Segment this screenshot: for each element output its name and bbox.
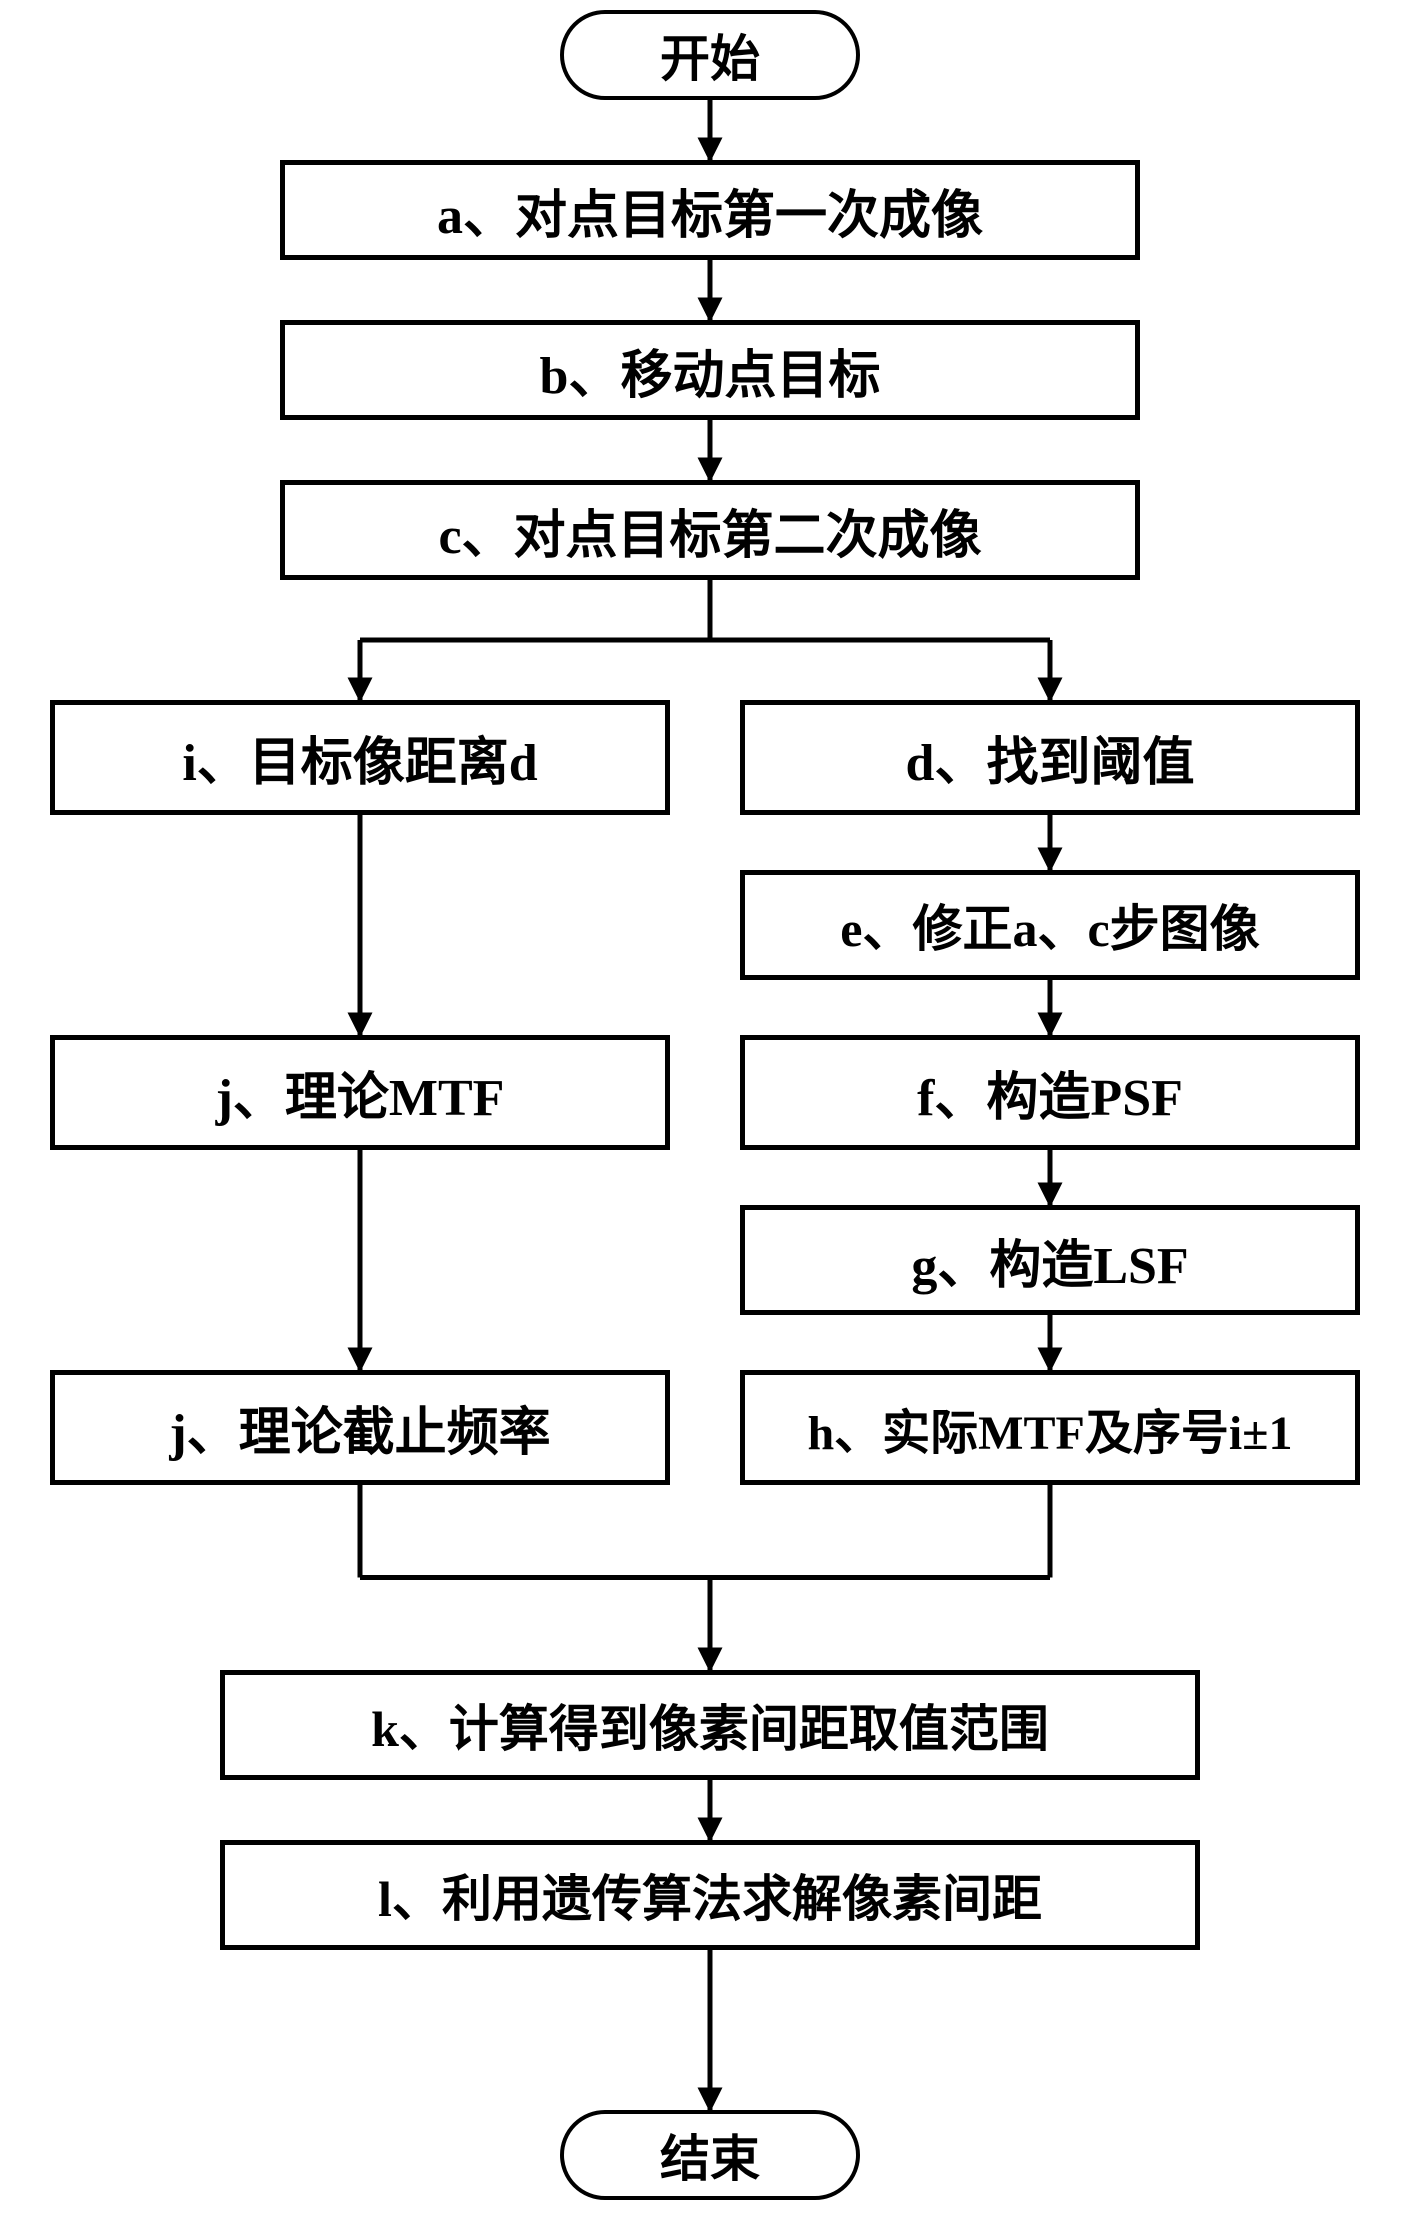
step-l-label: l、利用遗传算法求解像素间距	[378, 1859, 1042, 1931]
step-c-label: c、对点目标第二次成像	[438, 493, 981, 568]
step-j1-label: j、理论MTF	[216, 1055, 505, 1130]
step-d-label: d、找到阈值	[906, 720, 1195, 795]
step-k-label: k、计算得到像素间距取值范围	[371, 1689, 1049, 1761]
step-g: g、构造LSF	[740, 1205, 1360, 1315]
step-a-label: a、对点目标第一次成像	[437, 173, 983, 248]
step-c: c、对点目标第二次成像	[280, 480, 1140, 580]
step-i: i、目标像距离d	[50, 700, 670, 815]
step-k: k、计算得到像素间距取值范围	[220, 1670, 1200, 1780]
step-h: h、实际MTF及序号i±1	[740, 1370, 1360, 1485]
step-b-label: b、移动点目标	[540, 333, 881, 408]
end-terminator: 结束	[560, 2110, 860, 2200]
step-h-label: h、实际MTF及序号i±1	[807, 1393, 1292, 1463]
start-label: 开始	[660, 19, 760, 91]
step-j1: j、理论MTF	[50, 1035, 670, 1150]
step-e: e、修正a、c步图像	[740, 870, 1360, 980]
step-d: d、找到阈值	[740, 700, 1360, 815]
step-f-label: f、构造PSF	[917, 1055, 1183, 1130]
step-g-label: g、构造LSF	[911, 1223, 1188, 1298]
step-b: b、移动点目标	[280, 320, 1140, 420]
step-i-label: i、目标像距离d	[182, 720, 537, 795]
step-j2-label: j、理论截止频率	[169, 1390, 550, 1465]
step-j2: j、理论截止频率	[50, 1370, 670, 1485]
step-l: l、利用遗传算法求解像素间距	[220, 1840, 1200, 1950]
step-e-label: e、修正a、c步图像	[840, 889, 1259, 961]
end-label: 结束	[660, 2119, 760, 2191]
step-f: f、构造PSF	[740, 1035, 1360, 1150]
start-terminator: 开始	[560, 10, 860, 100]
step-a: a、对点目标第一次成像	[280, 160, 1140, 260]
